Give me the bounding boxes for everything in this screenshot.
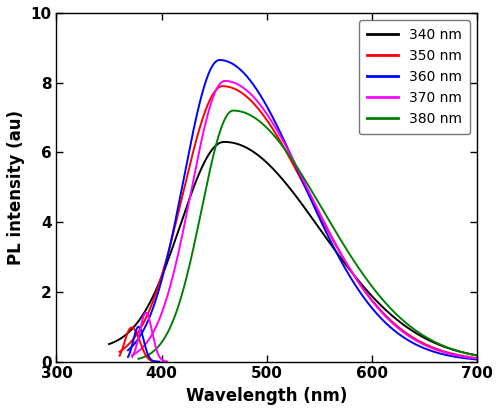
340 nm xyxy=(125,330,131,335)
350 nm xyxy=(135,330,141,335)
360 nm xyxy=(474,357,480,362)
360 nm xyxy=(125,348,131,353)
340 nm xyxy=(464,351,469,356)
370 nm xyxy=(297,171,303,176)
380 nm xyxy=(464,351,470,356)
340 nm xyxy=(285,184,291,189)
380 nm xyxy=(402,320,408,325)
370 nm xyxy=(129,353,135,358)
350 nm xyxy=(464,354,469,359)
350 nm xyxy=(474,356,480,360)
350 nm xyxy=(220,84,226,89)
350 nm xyxy=(398,327,404,332)
370 nm xyxy=(401,330,407,335)
360 nm xyxy=(286,148,292,153)
380 nm xyxy=(153,347,159,352)
Line: 370 nm: 370 nm xyxy=(132,81,477,358)
340 nm xyxy=(464,351,469,356)
Line: 350 nm: 350 nm xyxy=(120,86,477,358)
Y-axis label: PL intensity (au): PL intensity (au) xyxy=(7,110,25,265)
370 nm xyxy=(147,336,153,341)
380 nm xyxy=(292,161,298,166)
340 nm xyxy=(276,172,281,177)
370 nm xyxy=(464,355,470,360)
360 nm xyxy=(295,168,301,173)
370 nm xyxy=(464,355,470,360)
340 nm xyxy=(221,139,227,144)
Legend: 340 nm, 350 nm, 360 nm, 370 nm, 380 nm: 340 nm, 350 nm, 360 nm, 370 nm, 380 nm xyxy=(359,20,470,134)
Line: 380 nm: 380 nm xyxy=(138,110,477,359)
360 nm xyxy=(400,335,406,339)
380 nm xyxy=(464,351,470,356)
370 nm xyxy=(222,78,228,83)
350 nm xyxy=(116,349,122,354)
360 nm xyxy=(216,58,222,63)
380 nm xyxy=(136,356,141,361)
340 nm xyxy=(474,353,480,358)
350 nm xyxy=(464,354,470,359)
360 nm xyxy=(464,356,470,361)
Line: 340 nm: 340 nm xyxy=(109,142,477,356)
350 nm xyxy=(290,163,296,168)
340 nm xyxy=(396,319,402,324)
360 nm xyxy=(464,356,470,361)
380 nm xyxy=(230,108,236,113)
370 nm xyxy=(474,356,480,361)
Line: 360 nm: 360 nm xyxy=(128,60,477,359)
380 nm xyxy=(474,353,480,358)
370 nm xyxy=(288,153,294,158)
X-axis label: Wavelength (nm): Wavelength (nm) xyxy=(186,387,348,405)
350 nm xyxy=(281,145,287,150)
380 nm xyxy=(300,175,306,180)
340 nm xyxy=(106,342,112,346)
360 nm xyxy=(143,323,149,328)
